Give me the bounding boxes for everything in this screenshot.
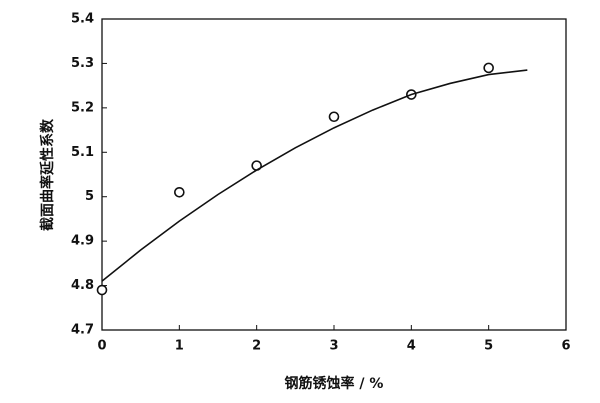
y-tick-label: 4.7 [71, 323, 94, 338]
x-tick-label: 2 [252, 339, 261, 354]
data-point [174, 186, 185, 198]
data-point [96, 284, 108, 296]
x-axis-title: 钢筋锈蚀率 / % [285, 375, 384, 392]
y-tick-label: 5 [85, 189, 94, 204]
y-tick-label: 5.2 [71, 100, 94, 115]
x-tick-label: 1 [175, 339, 184, 354]
x-tick-label: 6 [561, 339, 570, 354]
data-point [483, 62, 494, 74]
plot-frame [101, 18, 567, 331]
y-tick-label: 4.9 [71, 234, 94, 249]
y-tick-label: 5.1 [71, 145, 94, 160]
data-point [328, 111, 340, 123]
x-tick-label: 3 [329, 339, 338, 354]
y-tick-label: 4.8 [71, 278, 94, 293]
fit-line [101, 69, 528, 282]
y-axis-title: 截面曲率延性系数 [39, 118, 56, 231]
x-tick-label: 5 [484, 339, 493, 354]
x-tick-label: 0 [97, 339, 106, 354]
x-tick-label: 4 [407, 339, 416, 354]
y-tick-label: 5.4 [71, 12, 94, 27]
y-tick-label: 5.3 [71, 56, 94, 71]
